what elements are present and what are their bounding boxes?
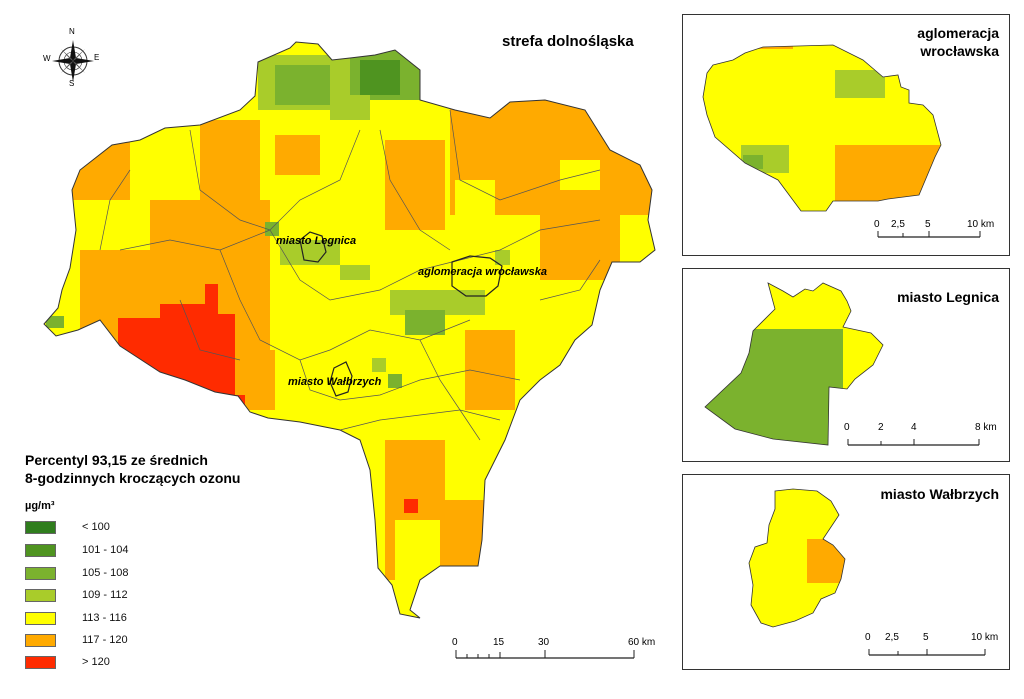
- zone-orange-south2: [440, 500, 485, 570]
- inset-wroclaw-tick-1: 2,5: [891, 219, 905, 230]
- legnica-outline: [299, 231, 327, 263]
- zone-orange-east3: [465, 330, 515, 410]
- legend-label: 109 - 112: [82, 589, 128, 601]
- wroclaw-outline: [451, 255, 503, 297]
- zone-orange-west4: [200, 120, 260, 210]
- zone-red-sw: [118, 284, 245, 412]
- legend-swatch: [25, 655, 56, 669]
- inset-legnica-tick-2: 4: [911, 422, 917, 433]
- legend-label: > 120: [82, 656, 110, 668]
- zone-green-west: [46, 316, 64, 328]
- zone-orange-east2: [540, 210, 620, 280]
- zone-green-legnica3: [265, 222, 279, 236]
- main-map-title: strefa dolnośląska: [502, 33, 634, 50]
- legend-swatch: [25, 633, 56, 647]
- zone-green-legnica2: [340, 265, 370, 280]
- legend-swatch: [25, 588, 56, 602]
- legend-label: 117 - 120: [82, 634, 128, 646]
- legend-swatch: [25, 543, 56, 557]
- scale-tick-0: 0: [452, 637, 458, 648]
- legend-label: 113 - 116: [82, 612, 127, 624]
- zone-orange-west: [60, 130, 130, 200]
- inset-legnica-tick-3: 8 km: [975, 422, 997, 433]
- main-map: [43, 41, 656, 619]
- zone-green-walb2: [388, 374, 402, 388]
- zone-orange-central: [385, 140, 445, 230]
- zone-green-n4: [360, 60, 400, 95]
- zone-orange-west5: [235, 350, 275, 410]
- compass-n-label: N: [69, 27, 75, 36]
- zone-green-walb: [372, 358, 386, 372]
- region-outline: [43, 41, 656, 619]
- region-map-svg: [43, 41, 656, 619]
- legend-item: > 120: [25, 655, 110, 669]
- legend-label: < 100: [82, 521, 110, 533]
- legend-item: 109 - 112: [25, 588, 128, 602]
- scale-tick-30: 30: [538, 637, 550, 648]
- inset-walbrzych-tick-0: 0: [865, 632, 871, 643]
- compass-icon: [52, 40, 94, 82]
- inset-legnica-map: [704, 282, 980, 446]
- legend-item: 101 - 104: [25, 543, 128, 557]
- inset-walbrzych-tick-1: 2,5: [885, 632, 899, 643]
- legend-item: 113 - 116: [25, 611, 127, 625]
- zone-yellow-south-cut: [395, 520, 440, 590]
- legend-label: 101 - 104: [82, 544, 129, 556]
- inset-wroclaw-tick-3: 10 km: [967, 219, 995, 230]
- legend-swatch: [25, 611, 56, 625]
- legend-swatch: [25, 520, 56, 534]
- inset-wroclaw-tick-2: 5: [925, 219, 931, 230]
- zone-green-n2: [275, 65, 330, 105]
- scale-bar-graphic: [455, 650, 635, 659]
- inset-wroclaw-title-2: wrocławska: [920, 43, 999, 59]
- city-label-wroclaw: aglomeracja wrocławska: [418, 266, 548, 278]
- zone-green-wroclaw3: [495, 250, 510, 265]
- zone-green-wroclaw2: [405, 310, 445, 335]
- scale-tick-60: 60 km: [628, 637, 656, 648]
- zone-red-south: [404, 499, 418, 513]
- city-label-walbrzych: miasto Wałbrzych: [288, 376, 382, 388]
- inset-walbrzych-title: miasto Wałbrzych: [880, 486, 999, 502]
- inset-walbrzych-tick-2: 5: [923, 632, 929, 643]
- inset-wroclaw-map: [702, 44, 981, 238]
- inset-legnica-tick-0: 0: [844, 422, 850, 433]
- inset-wroclaw-tick-0: 0: [874, 219, 880, 230]
- main-scale-bar: [448, 636, 648, 666]
- inset-wroclaw: aglomeracja wrocławska 0 2,5 5 10 km: [682, 14, 1010, 256]
- county-boundaries: [99, 109, 601, 441]
- legend-title-1: Percentyl 93,15 ze średnich: [25, 452, 208, 468]
- legend-title-2: 8-godzinnych kroczących ozonu: [25, 470, 241, 486]
- inset-legnica: miasto Legnica 0 2 4 8 km: [682, 268, 1010, 462]
- scale-tick-15: 15: [493, 637, 505, 648]
- walbrzych-outline: [329, 361, 353, 397]
- compass-rose: [44, 34, 104, 90]
- legend-item: 105 - 108: [25, 566, 128, 580]
- inset-walbrzych-tick-3: 10 km: [971, 632, 999, 643]
- city-label-legnica: miasto Legnica: [276, 235, 357, 247]
- legend-item: 117 - 120: [25, 633, 128, 647]
- legend-label: 105 - 108: [82, 567, 129, 579]
- legend-unit: µg/m³: [25, 500, 55, 512]
- zone-yellow-east-cut: [455, 180, 495, 220]
- inset-walbrzych-map: [748, 488, 986, 656]
- compass-w-label: W: [43, 54, 51, 63]
- inset-walbrzych: miasto Wałbrzych 0 2,5 5 10 km: [682, 474, 1010, 670]
- compass-e-label: E: [94, 53, 100, 62]
- compass-s-label: S: [69, 79, 75, 88]
- legend-item: < 100: [25, 520, 110, 534]
- inset-legnica-title: miasto Legnica: [897, 289, 999, 305]
- zone-orange-center2: [275, 135, 320, 175]
- zone-green-n5: [330, 95, 370, 120]
- legend-swatch: [25, 566, 56, 580]
- inset-wroclaw-title-1: aglomeracja: [917, 25, 999, 41]
- inset-legnica-tick-1: 2: [878, 422, 884, 433]
